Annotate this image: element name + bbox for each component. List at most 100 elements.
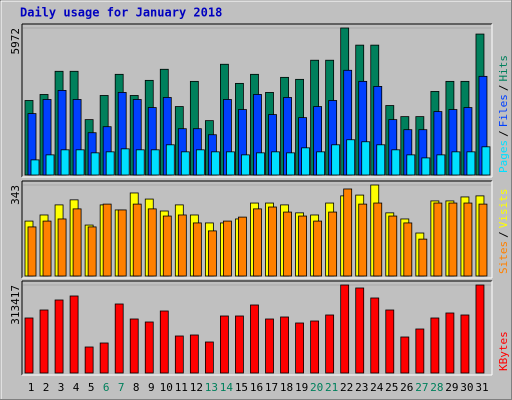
bar — [418, 238, 428, 277]
bar — [189, 334, 199, 374]
bar — [385, 309, 395, 374]
bar — [114, 303, 124, 374]
bar — [340, 284, 350, 374]
y-tick-label: 5972 — [9, 28, 22, 55]
bar — [174, 335, 184, 374]
bar — [27, 226, 37, 277]
x-tick-label: 3 — [58, 381, 65, 394]
bar — [102, 203, 112, 277]
bar — [421, 157, 431, 176]
bar — [316, 151, 326, 176]
bar — [343, 188, 353, 277]
bar — [39, 309, 49, 374]
bar — [162, 215, 172, 277]
bar — [433, 202, 443, 277]
bar — [430, 317, 440, 374]
bar — [24, 317, 34, 374]
bar — [192, 222, 202, 277]
bar — [286, 152, 295, 176]
bar — [117, 209, 127, 277]
bar — [253, 208, 262, 277]
bar — [478, 203, 488, 277]
x-tick-label: 27 — [415, 381, 428, 394]
x-tick-label: 29 — [445, 381, 458, 394]
bar — [268, 206, 277, 277]
bar — [451, 151, 461, 176]
bar — [328, 211, 338, 277]
bar — [400, 336, 410, 374]
x-tick-label: 18 — [280, 381, 293, 394]
bar — [69, 295, 79, 374]
legend-entry: KBytes — [497, 331, 510, 371]
x-tick-label: 26 — [400, 381, 413, 394]
x-tick-label: 6 — [103, 381, 110, 394]
legend-separator: / — [497, 130, 510, 137]
bar — [361, 141, 371, 176]
legend-separator: / — [497, 85, 510, 92]
bar — [144, 321, 154, 374]
legend-entry: Sites — [497, 241, 510, 274]
bar — [42, 220, 52, 277]
bar — [241, 154, 250, 176]
x-tick-label: 14 — [220, 381, 234, 394]
bar — [238, 216, 247, 277]
legend-entry: Files — [497, 94, 510, 127]
bar — [99, 342, 109, 374]
bar — [30, 159, 40, 176]
bar — [310, 320, 320, 374]
bar — [283, 211, 292, 277]
x-tick-label: 31 — [475, 381, 488, 394]
bar — [210, 151, 220, 176]
bar — [207, 230, 217, 277]
bar — [120, 148, 130, 176]
x-tick-label: 7 — [118, 381, 125, 394]
bar — [325, 314, 335, 374]
bar — [280, 316, 289, 374]
x-tick-label: 28 — [430, 381, 443, 394]
bar — [165, 144, 175, 176]
bar — [331, 144, 341, 176]
bar — [355, 287, 365, 374]
bar — [72, 208, 82, 277]
bar — [475, 284, 485, 374]
x-tick-label: 10 — [160, 381, 173, 394]
bar — [445, 312, 455, 374]
x-tick-label: 1 — [28, 381, 35, 394]
chart-title: Daily usage for January 2018 — [20, 6, 222, 20]
bar — [204, 341, 214, 374]
bar — [147, 208, 157, 277]
bar — [448, 202, 458, 277]
bar — [45, 154, 55, 176]
bar — [295, 322, 304, 374]
bar — [223, 220, 232, 277]
x-tick-label: 11 — [175, 381, 188, 394]
bar — [376, 144, 386, 176]
bar — [150, 149, 160, 176]
legend-entry: Hits — [497, 55, 510, 82]
x-tick-label: 19 — [295, 381, 308, 394]
y-tick-label: 343 — [9, 185, 22, 205]
x-tick-label: 24 — [370, 381, 384, 394]
bar — [388, 215, 398, 277]
bar — [406, 154, 416, 176]
x-tick-label: 21 — [325, 381, 338, 394]
bar — [75, 149, 85, 176]
bar — [57, 218, 67, 277]
bar — [436, 154, 446, 176]
bar — [271, 151, 280, 176]
bar — [256, 152, 265, 176]
bar — [466, 151, 476, 176]
bar — [250, 304, 259, 374]
x-tick-label: 22 — [340, 381, 353, 394]
y-tick-label: 313417 — [9, 285, 22, 325]
bar — [391, 149, 401, 176]
bar — [129, 318, 139, 374]
x-tick-label: 15 — [235, 381, 248, 394]
bar — [481, 146, 491, 176]
x-tick-label: 8 — [133, 381, 140, 394]
bar — [87, 226, 97, 277]
legend: Pages / Files / Hits — [497, 55, 510, 173]
x-tick-label: 12 — [190, 381, 203, 394]
bar — [301, 147, 310, 176]
legend-separator: / — [497, 231, 510, 238]
